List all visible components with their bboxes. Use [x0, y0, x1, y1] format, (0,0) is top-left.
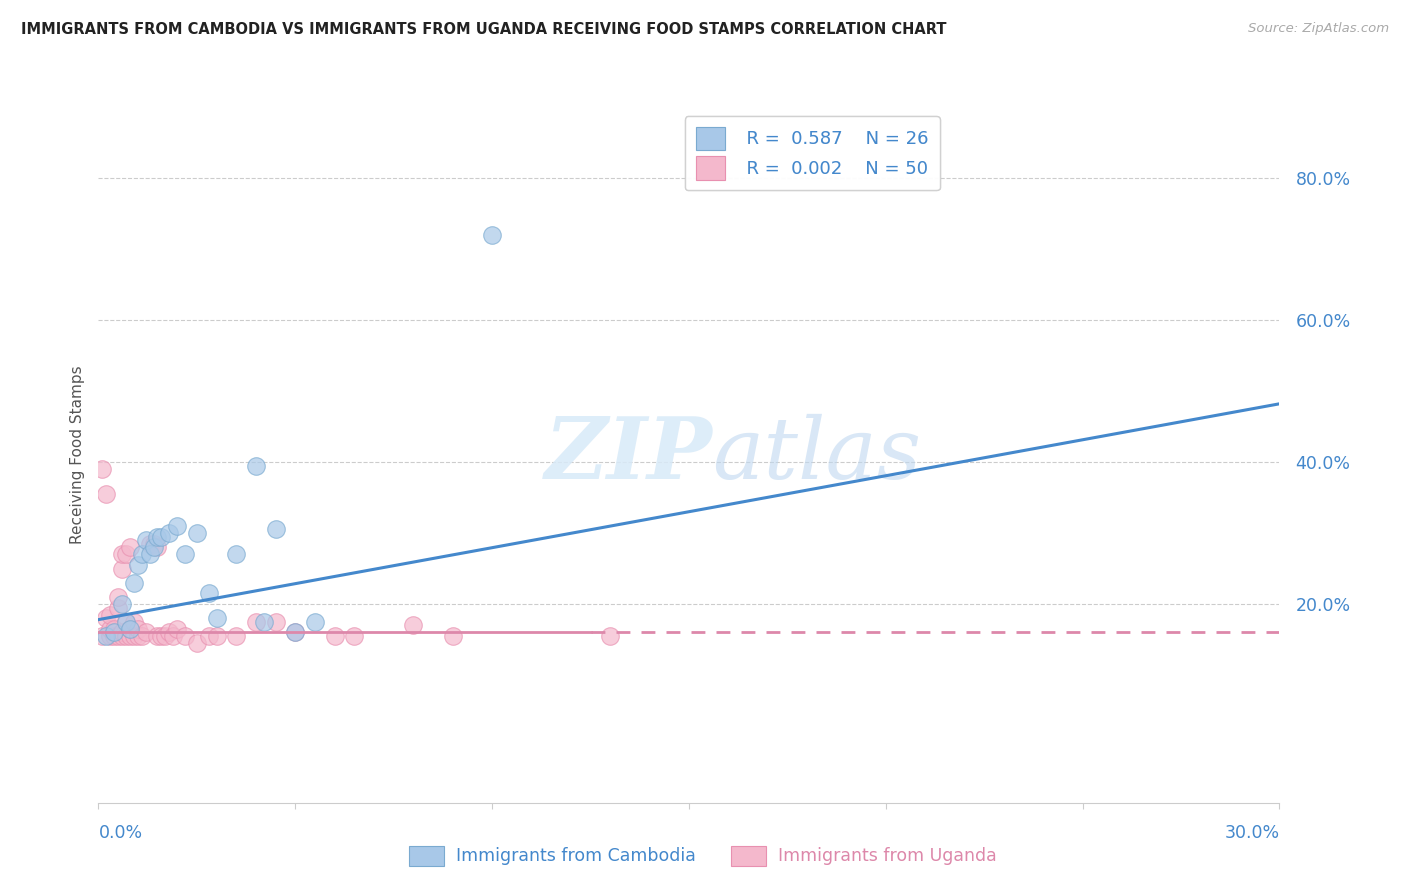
Point: [146, 530, 169, 544]
Point: [127, 622, 149, 636]
Point: [146, 540, 169, 554]
Point: [142, 536, 165, 550]
Point: [166, 622, 188, 636]
Point: [197, 629, 219, 643]
Point: [253, 615, 276, 629]
Point: [481, 227, 503, 242]
Point: [96, 487, 118, 501]
Point: [402, 618, 425, 632]
Point: [107, 590, 129, 604]
Point: [135, 533, 157, 548]
Point: [115, 629, 138, 643]
Point: [122, 615, 145, 629]
Legend:   R =  0.587    N = 26,   R =  0.002    N = 50: R = 0.587 N = 26, R = 0.002 N = 50: [685, 116, 939, 191]
Point: [131, 547, 153, 561]
Point: [103, 629, 125, 643]
Point: [205, 611, 228, 625]
Point: [118, 622, 141, 636]
Y-axis label: Receiving Food Stamps: Receiving Food Stamps: [69, 366, 84, 544]
Point: [205, 629, 228, 643]
Point: [135, 625, 157, 640]
Text: 0.0%: 0.0%: [98, 824, 142, 842]
Point: [197, 586, 219, 600]
Point: [103, 625, 125, 640]
Point: [115, 615, 138, 629]
Point: [127, 629, 149, 643]
Text: 30.0%: 30.0%: [1225, 824, 1279, 842]
Point: [91, 462, 114, 476]
Point: [111, 597, 134, 611]
Point: [441, 629, 464, 643]
Point: [142, 540, 165, 554]
Point: [107, 629, 129, 643]
Point: [111, 561, 134, 575]
Point: [284, 625, 307, 640]
Point: [174, 629, 197, 643]
Point: [138, 547, 160, 561]
Text: ZIP: ZIP: [544, 413, 713, 497]
Point: [98, 622, 121, 636]
Point: [157, 625, 180, 640]
Point: [111, 629, 134, 643]
Point: [157, 526, 180, 541]
Point: [118, 629, 141, 643]
Point: [107, 600, 129, 615]
Point: [284, 625, 307, 640]
Legend: Immigrants from Cambodia, Immigrants from Uganda: Immigrants from Cambodia, Immigrants fro…: [401, 837, 1005, 874]
Point: [343, 629, 366, 643]
Point: [91, 629, 114, 643]
Point: [264, 615, 287, 629]
Point: [323, 629, 346, 643]
Point: [225, 629, 247, 643]
Point: [115, 547, 138, 561]
Point: [115, 615, 138, 629]
Point: [118, 540, 141, 554]
Point: [599, 629, 621, 643]
Point: [150, 629, 173, 643]
Point: [111, 547, 134, 561]
Point: [96, 629, 118, 643]
Text: atlas: atlas: [713, 414, 922, 496]
Point: [122, 629, 145, 643]
Point: [131, 629, 153, 643]
Point: [98, 607, 121, 622]
Point: [162, 629, 184, 643]
Point: [225, 547, 247, 561]
Point: [264, 523, 287, 537]
Point: [98, 629, 121, 643]
Point: [245, 615, 267, 629]
Point: [111, 625, 134, 640]
Text: IMMIGRANTS FROM CAMBODIA VS IMMIGRANTS FROM UGANDA RECEIVING FOOD STAMPS CORRELA: IMMIGRANTS FROM CAMBODIA VS IMMIGRANTS F…: [21, 22, 946, 37]
Point: [150, 530, 173, 544]
Point: [166, 519, 188, 533]
Point: [174, 547, 197, 561]
Point: [138, 536, 160, 550]
Text: Source: ZipAtlas.com: Source: ZipAtlas.com: [1249, 22, 1389, 36]
Point: [118, 622, 141, 636]
Point: [146, 629, 169, 643]
Point: [245, 458, 267, 473]
Point: [304, 615, 326, 629]
Point: [96, 611, 118, 625]
Point: [103, 622, 125, 636]
Point: [186, 636, 208, 650]
Point: [127, 558, 149, 572]
Point: [155, 629, 177, 643]
Point: [122, 575, 145, 590]
Point: [186, 526, 208, 541]
